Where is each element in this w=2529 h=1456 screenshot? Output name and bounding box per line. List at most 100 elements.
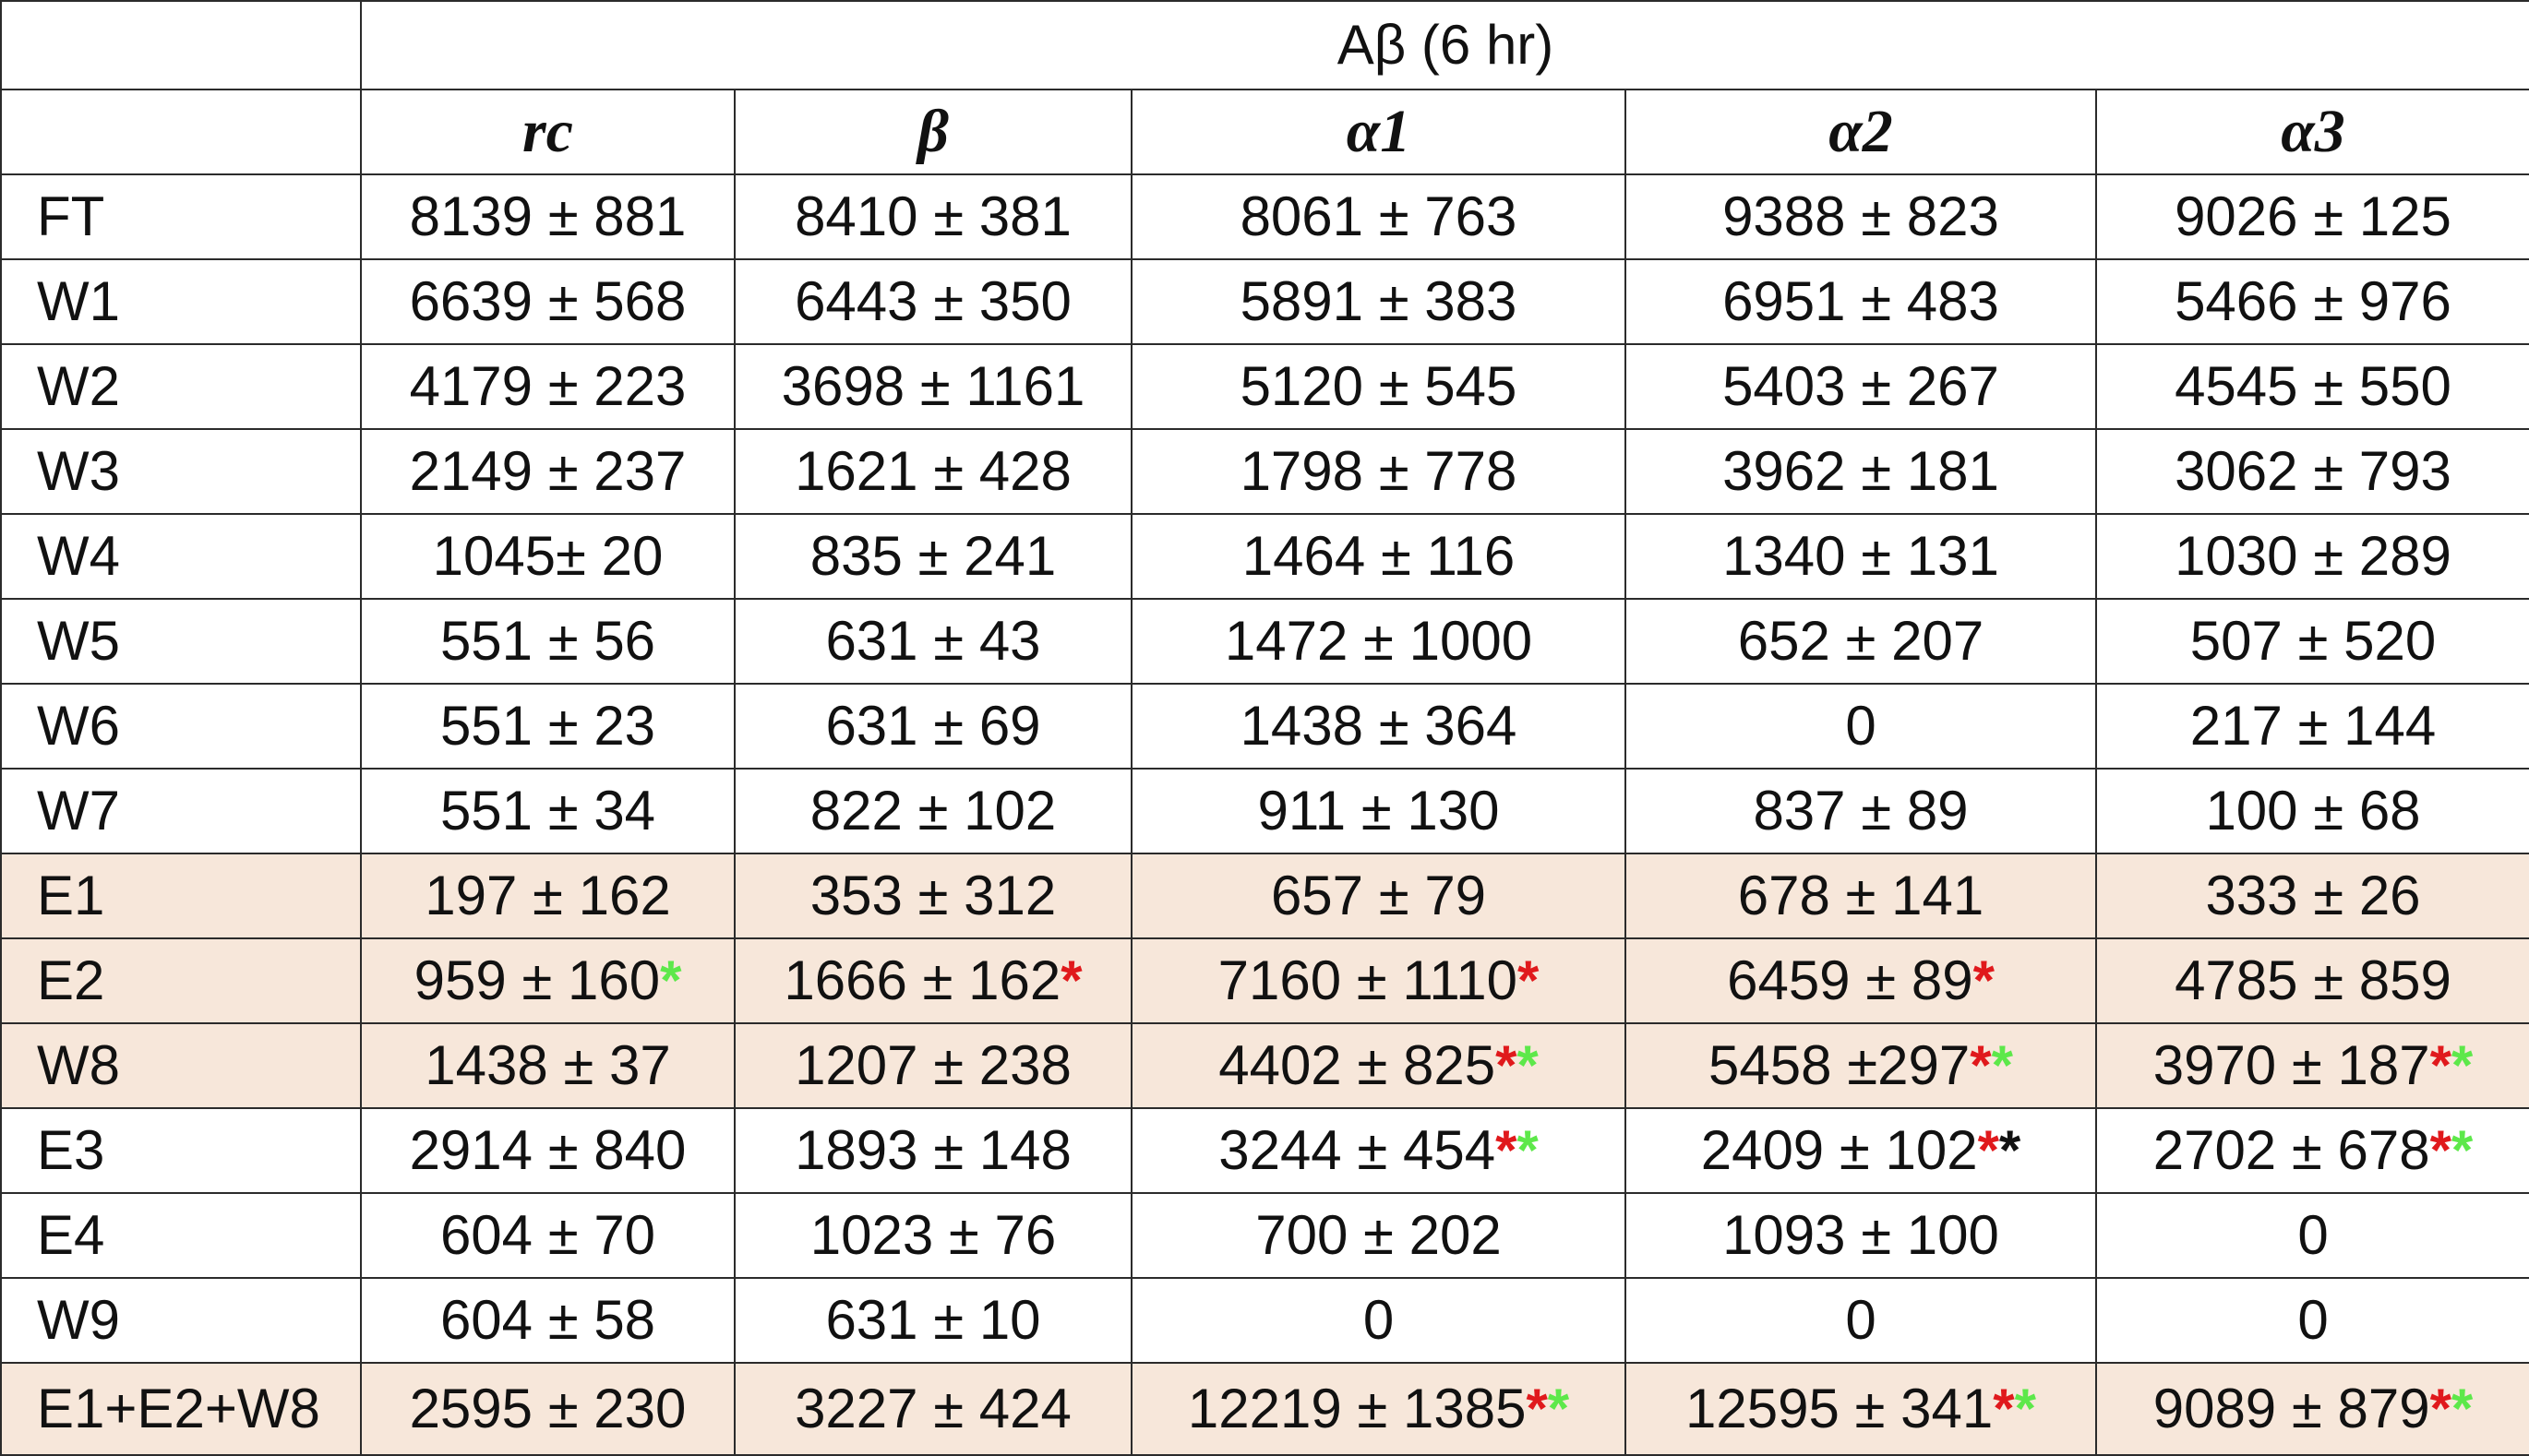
cell-value: 551 ± 34 (439, 780, 656, 841)
cell-alpha1: 911 ± 130 (1131, 768, 1626, 854)
table-row: E4 604 ± 70 1023 ± 76 700 ± 202 1093 ± 100 0 (0, 1192, 2529, 1279)
cell-beta: 8410 ± 381 (734, 173, 1133, 260)
cell-value: 604 ± 58 (439, 1289, 656, 1351)
cell-value: 631 ± 69 (825, 695, 1041, 757)
row-label: E3 (0, 1107, 362, 1194)
cell-alpha2: 6951 ± 483 (1624, 258, 2097, 345)
table-row: W4 1045± 20 835 ± 241 1464 ± 116 1340 ± 131 1… (0, 513, 2529, 600)
row-label: W6 (0, 683, 362, 770)
cell-rc: 6639 ± 568 (360, 258, 736, 345)
cell-alpha2: 5458 ±297** (1624, 1022, 2097, 1109)
cell-value: 631 ± 43 (825, 610, 1041, 672)
table-row: E1 197 ± 162 353 ± 312 657 ± 79 678 ± 141 333… (0, 853, 2529, 939)
cell-value: 9388 ± 823 (1722, 185, 1999, 247)
cell-rc: 2914 ± 840 (360, 1107, 736, 1194)
cell-value: 0 (1845, 1289, 1876, 1351)
cell-alpha3: 3062 ± 793 (2095, 428, 2529, 515)
cell-alpha1: 1472 ± 1000 (1131, 598, 1626, 685)
column-header-rc: rc (360, 89, 736, 175)
cell-value: 4179 ± 223 (409, 355, 687, 417)
cell-value: 2702 ± 678 (2152, 1119, 2430, 1181)
cell-value: 12595 ± 341 (1685, 1378, 1994, 1439)
cell-value: 5458 ±297 (1708, 1034, 1971, 1096)
row-label: E1 (0, 853, 362, 939)
cell-value: 6443 ± 350 (795, 270, 1072, 332)
cell-value: 0 (2297, 1289, 2329, 1351)
cell-beta: 3227 ± 424 (734, 1362, 1133, 1456)
cell-rc: 604 ± 58 (360, 1277, 736, 1364)
cell-beta: 1893 ± 148 (734, 1107, 1133, 1194)
significance-asterisk-red: * (1495, 1119, 1517, 1181)
cell-alpha2: 2409 ± 102** (1624, 1107, 2097, 1194)
cell-value: 9089 ± 879 (2152, 1378, 2430, 1439)
cell-alpha1: 1464 ± 116 (1131, 513, 1626, 600)
cell-beta: 1621 ± 428 (734, 428, 1133, 515)
table-row: E2 959 ± 160* 1666 ± 162* 7160 ± 1110* 6459 … (0, 937, 2529, 1024)
cell-value: 197 ± 162 (425, 865, 671, 926)
cell-alpha2: 1340 ± 131 (1624, 513, 2097, 600)
cell-value: 8410 ± 381 (795, 185, 1072, 247)
cell-alpha2: 6459 ± 89* (1624, 937, 2097, 1024)
cell-alpha3: 4785 ± 859 (2095, 937, 2529, 1024)
cell-alpha3: 507 ± 520 (2095, 598, 2529, 685)
cell-value: 9026 ± 125 (2175, 185, 2451, 247)
cell-alpha3: 333 ± 26 (2095, 853, 2529, 939)
cell-value: 604 ± 70 (439, 1204, 656, 1266)
cell-value: 8139 ± 881 (409, 185, 687, 247)
cell-value: 0 (1845, 695, 1876, 757)
cell-rc: 1438 ± 37 (360, 1022, 736, 1109)
cell-rc: 604 ± 70 (360, 1192, 736, 1279)
cell-value: 3244 ± 454 (1218, 1119, 1496, 1181)
table-row: FT 8139 ± 881 8410 ± 381 8061 ± 763 9388 ± 8… (0, 173, 2529, 260)
cell-value: 2595 ± 230 (409, 1378, 687, 1439)
cell-beta: 1207 ± 238 (734, 1022, 1133, 1109)
significance-asterisk-red: * (1977, 1119, 1999, 1181)
cell-value: 6459 ± 89 (1727, 949, 1973, 1011)
cell-value: 657 ± 79 (1270, 865, 1487, 926)
significance-asterisk-red: * (1526, 1378, 1548, 1439)
cell-beta: 835 ± 241 (734, 513, 1133, 600)
table-row: W1 6639 ± 568 6443 ± 350 5891 ± 383 6951 ± 4… (0, 258, 2529, 345)
cell-value: 1023 ± 76 (809, 1204, 1057, 1266)
significance-asterisk-red: * (1993, 1378, 2015, 1439)
cell-beta: 631 ± 69 (734, 683, 1133, 770)
table-row: W8 1438 ± 37 1207 ± 238 4402 ± 825** 5458 ±2… (0, 1022, 2529, 1109)
cell-value: 1893 ± 148 (795, 1119, 1072, 1181)
significance-asterisk-red: * (2429, 1378, 2451, 1439)
cell-value: 12219 ± 1385 (1187, 1378, 1527, 1439)
cell-alpha2: 652 ± 207 (1624, 598, 2097, 685)
cell-alpha2: 0 (1624, 683, 2097, 770)
table-row: W6 551 ± 23 631 ± 69 1438 ± 364 0 217 ± 144 (0, 683, 2529, 770)
cell-value: 3062 ± 793 (2175, 440, 2451, 502)
cell-value: 8061 ± 763 (1240, 185, 1517, 247)
table-row: W9 604 ± 58 631 ± 10 0 0 0 (0, 1277, 2529, 1364)
cell-alpha1: 0 (1131, 1277, 1626, 1364)
cell-value: 3962 ± 181 (1722, 440, 1999, 502)
cell-alpha2: 837 ± 89 (1624, 768, 2097, 854)
cell-alpha2: 5403 ± 267 (1624, 343, 2097, 430)
table-row: W7 551 ± 34 822 ± 102 911 ± 130 837 ± 89 100 … (0, 768, 2529, 854)
cell-value: 837 ± 89 (1753, 780, 1969, 841)
table-row: W2 4179 ± 223 3698 ± 1161 5120 ± 545 5403 ± … (0, 343, 2529, 430)
row-label: E4 (0, 1192, 362, 1279)
row-label: W2 (0, 343, 362, 430)
cell-rc: 2149 ± 237 (360, 428, 736, 515)
cell-alpha1: 8061 ± 763 (1131, 173, 1626, 260)
cell-alpha1: 12219 ± 1385** (1131, 1362, 1626, 1456)
cell-rc: 2595 ± 230 (360, 1362, 736, 1456)
cell-value: 1207 ± 238 (795, 1034, 1072, 1096)
cell-alpha1: 5120 ± 545 (1131, 343, 1626, 430)
table-row: W3 2149 ± 237 1621 ± 428 1798 ± 778 3962 ± 1… (0, 428, 2529, 515)
significance-asterisk-green: * (1991, 1034, 2013, 1096)
cell-value: 507 ± 520 (2189, 610, 2437, 672)
cell-value: 4785 ± 859 (2175, 949, 2451, 1011)
cell-value: 1340 ± 131 (1722, 525, 1999, 587)
cell-beta: 822 ± 102 (734, 768, 1133, 854)
column-header-row: rc β α1 α2 α3 (0, 89, 2529, 175)
group-header-row: Aβ (6 hr) (0, 0, 2529, 90)
cell-alpha2: 1093 ± 100 (1624, 1192, 2097, 1279)
corner-cell-lower (0, 89, 362, 175)
cell-value: 1798 ± 778 (1240, 440, 1517, 502)
cell-alpha1: 1798 ± 778 (1131, 428, 1626, 515)
cell-rc: 551 ± 56 (360, 598, 736, 685)
